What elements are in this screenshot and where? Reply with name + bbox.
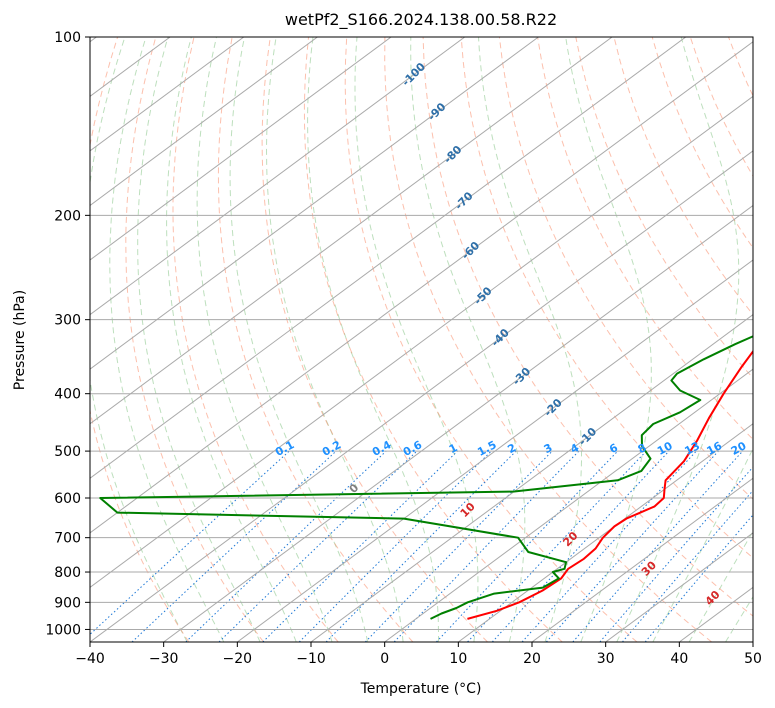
- isotherm-line: [310, 313, 753, 642]
- dry-adiabat-line: [90, 37, 190, 642]
- x-axis-label: Temperature (°C): [360, 681, 482, 697]
- mixing-ratio-line: [185, 450, 387, 642]
- isotherm-line: [90, 37, 613, 425]
- dry-adiabat-line: [537, 37, 753, 441]
- mixing-ratio-line: [364, 450, 553, 642]
- x-tick-label: 10: [449, 651, 467, 667]
- moist-adiabat-line: [265, 37, 404, 642]
- y-tick-label: 300: [54, 313, 81, 329]
- dry-adiabat-line: [422, 37, 753, 617]
- isotherm-line: [605, 532, 753, 642]
- isotherm-line: [90, 37, 687, 479]
- y-tick-label: 1000: [45, 622, 81, 638]
- x-tick-label: 0: [380, 651, 389, 667]
- isotherm-line: [531, 477, 753, 642]
- isotherm-line: [90, 95, 753, 589]
- dry-adiabat-line: [303, 37, 563, 642]
- mixing-ratio-line: [298, 450, 492, 642]
- moist-adiabat-line: [109, 37, 225, 642]
- mixing-ratio-line: [521, 450, 697, 642]
- isotherm-line: [90, 41, 753, 534]
- y-tick-label: 700: [54, 531, 81, 547]
- mixing-ratio-label: 16: [705, 439, 725, 458]
- mixing-ratio-line: [325, 450, 517, 642]
- y-tick-label: 500: [54, 444, 81, 460]
- x-tick-label: 40: [670, 651, 688, 667]
- y-tick-label: 400: [54, 387, 81, 403]
- y-axis-label: Pressure (hPa): [12, 290, 28, 390]
- isotherm-line: [90, 37, 318, 207]
- moist-adiabat-line: [137, 37, 261, 642]
- moist-adiabat-line: [410, 37, 526, 642]
- isotherm-line: [90, 150, 753, 642]
- dry-adiabat-line: [261, 37, 488, 642]
- moist-adiabat-line: [166, 37, 297, 642]
- moist-adiabat-line: [229, 37, 369, 642]
- isotherm-line: [458, 423, 753, 642]
- mixing-ratio-line: [262, 450, 458, 642]
- axis-ticks: −40 −30 −20 −10 0 10 20 30 40 50 100 200 300 400 500 60…: [45, 30, 762, 667]
- y-tick-label: 800: [54, 565, 81, 581]
- y-tick-label: 100: [54, 30, 81, 46]
- moist-adiabat-line: [307, 37, 439, 642]
- dewpoint-profile-line: [99, 335, 753, 620]
- isotherm-line: [90, 37, 466, 316]
- mixing-ratio-label: 20: [729, 439, 749, 458]
- mixing-ratio-line: [572, 450, 744, 642]
- x-tick-label: −10: [296, 651, 326, 667]
- isotherm-line: [163, 204, 753, 642]
- isotherm-line: [90, 37, 245, 152]
- mixing-ratio-label: 13: [682, 439, 702, 458]
- isotherm-line: [90, 37, 539, 370]
- mixing-ratio-line: [491, 450, 670, 642]
- moist-adiabat-line: [478, 37, 582, 642]
- moist-adiabat-line: [616, 37, 740, 642]
- plot-frame: [89, 36, 754, 643]
- y-tick-label: 900: [54, 595, 81, 611]
- isotherm-line: [237, 259, 753, 642]
- x-tick-label: 50: [744, 651, 762, 667]
- profiles: [99, 335, 753, 620]
- moist-adiabat-line: [565, 37, 652, 642]
- mixing-ratio-lines: [90, 450, 753, 642]
- mixing-ratio-label: 10: [655, 439, 675, 458]
- moist-adiabat-line: [196, 37, 333, 642]
- chart-title: wetPf2_S166.2024.138.00.58.R22: [285, 10, 557, 30]
- dry-adiabat-line: [460, 37, 753, 559]
- y-tick-label: 600: [54, 491, 81, 507]
- isobars: [90, 37, 753, 630]
- dry-adiabat-line: [172, 37, 339, 642]
- x-tick-label: 30: [597, 651, 615, 667]
- moist-adiabat-line: [90, 37, 188, 642]
- y-tick-label: 200: [54, 208, 81, 224]
- mixing-ratio-line: [545, 450, 719, 642]
- temperature-profile-line: [467, 349, 753, 620]
- isotherms: [90, 37, 753, 642]
- x-tick-label: −40: [75, 651, 105, 667]
- x-tick-label: −20: [223, 651, 253, 667]
- dry-adiabat-line: [344, 37, 638, 642]
- moist-adiabat-line: [652, 447, 753, 642]
- x-tick-label: 20: [523, 651, 541, 667]
- dry-adiabat-line: [125, 37, 264, 642]
- mixing-ratio-line: [436, 450, 619, 642]
- isotherm-line: [90, 37, 392, 261]
- x-tick-label: −30: [149, 651, 179, 667]
